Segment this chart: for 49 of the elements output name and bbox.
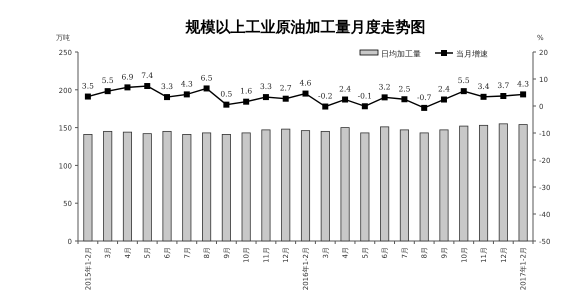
bar [261, 129, 270, 242]
point [342, 96, 348, 103]
point [460, 88, 467, 94]
point [480, 94, 487, 100]
bar [142, 133, 152, 242]
point [362, 103, 368, 110]
legend-label: 日均加工量 [381, 50, 421, 58]
chart-title: 规模以上工业原油加工量月度走势图 [184, 18, 426, 36]
point [262, 94, 269, 100]
bar [103, 130, 112, 242]
bar [83, 134, 92, 242]
bar [222, 134, 231, 242]
point [322, 104, 328, 110]
bar [162, 130, 172, 242]
bar [340, 127, 350, 242]
point [84, 94, 91, 100]
bar [459, 126, 468, 242]
point [124, 84, 130, 90]
point [104, 88, 111, 94]
point [144, 83, 150, 90]
bar [300, 130, 310, 242]
legend-label: 当月增速 [456, 50, 488, 58]
point [302, 90, 308, 97]
point [520, 91, 526, 98]
bar [400, 129, 409, 242]
point [204, 85, 210, 92]
bar [498, 123, 508, 242]
bar [380, 126, 390, 242]
point [440, 96, 447, 103]
bar [242, 132, 251, 242]
point [164, 94, 170, 100]
point [184, 91, 190, 98]
bar [518, 124, 528, 242]
point [243, 98, 250, 105]
bar [439, 129, 449, 242]
point [500, 93, 506, 100]
bar [122, 132, 132, 242]
bar [281, 128, 290, 242]
point [382, 94, 388, 100]
bar [320, 130, 330, 242]
point [401, 96, 408, 102]
bar [478, 124, 488, 242]
point [421, 104, 428, 111]
point [282, 96, 289, 102]
bar [420, 132, 429, 242]
bar [202, 132, 212, 242]
bar [182, 134, 192, 242]
bar [360, 132, 370, 242]
point [223, 102, 230, 108]
